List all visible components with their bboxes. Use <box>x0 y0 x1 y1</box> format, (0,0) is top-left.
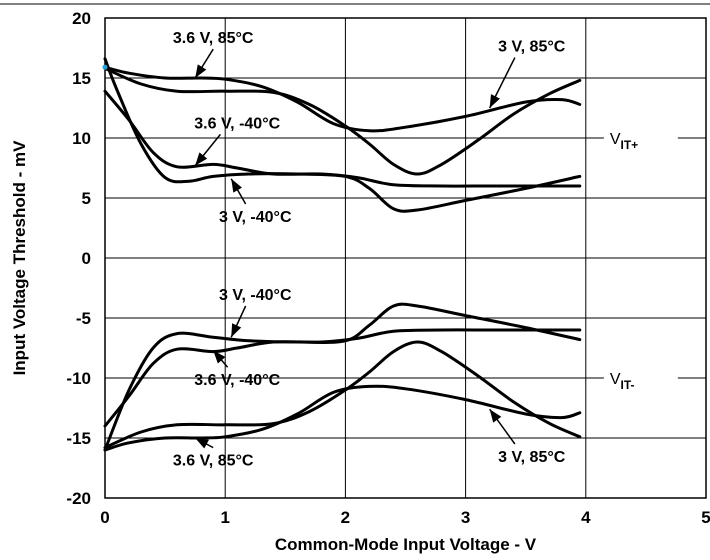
y-tick-label: 20 <box>72 9 91 28</box>
y-tick-label: 10 <box>72 129 91 148</box>
annotation-label: 3.6 V, 85°C <box>173 30 254 47</box>
side-label-sub: IT+ <box>621 138 639 152</box>
annotation-arrowhead <box>195 438 209 449</box>
y-tick-label: -10 <box>66 369 91 388</box>
annotation-arrowhead <box>489 409 502 423</box>
y-tick-label: -5 <box>76 309 91 328</box>
y-tick-label: 0 <box>82 249 91 268</box>
annotation-arrowhead <box>231 323 242 338</box>
series-line <box>103 65 582 133</box>
x-tick-label: 4 <box>581 508 591 527</box>
annotation-label: 3 V, 85°C <box>498 449 566 466</box>
series-line <box>103 384 582 452</box>
side-label-bg <box>603 364 678 392</box>
annotation-label: 3 V, -40°C <box>219 209 292 226</box>
annotation-group: 3.6 V, 85°C 3 V, 85°C 3.6 V, -40°C 3 V, -40… <box>173 30 678 470</box>
annotation-label: 3.6 V, -40°C <box>194 372 280 389</box>
y-tick-label: -15 <box>66 429 91 448</box>
annotation-label: 3 V, -40°C <box>219 287 292 304</box>
series-group <box>102 57 582 452</box>
side-label-text: VIT+ <box>610 131 638 152</box>
annotation-arrowhead <box>213 350 226 364</box>
series-line <box>103 66 582 176</box>
annotation-arrowhead <box>489 94 500 108</box>
annotation-arrowhead <box>195 152 208 166</box>
annotation-arrowhead <box>195 64 207 78</box>
y-axis-label: Input Voltage Threshold - mV <box>10 140 29 376</box>
annotation-label: 3.6 V, -40°C <box>194 115 280 132</box>
plot-frame <box>104 17 707 499</box>
side-label-bg <box>603 124 678 152</box>
start-marker <box>102 64 108 70</box>
side-label: VIT- <box>603 364 678 392</box>
side-label-main: V <box>610 371 621 388</box>
y-tick-label: 5 <box>82 189 91 208</box>
side-label-sub: IT- <box>621 378 635 392</box>
x-axis-label: Common-Mode Input Voltage - V <box>275 535 537 554</box>
x-tick-label: 3 <box>461 508 470 527</box>
series-line <box>103 340 582 450</box>
x-tick-label: 5 <box>701 508 710 527</box>
x-tick-label: 2 <box>341 508 350 527</box>
series-line <box>103 302 582 452</box>
annotation-label: 3 V, 85°C <box>498 39 566 56</box>
annotation-arrowhead <box>231 178 243 193</box>
x-tick-label: 1 <box>220 508 229 527</box>
side-label-text: VIT- <box>610 371 635 392</box>
side-label: VIT+ <box>603 124 678 152</box>
tick-labels: 0 1 2 3 4 5 20 15 10 5 0 -5 -10 -15 -20 <box>66 9 710 527</box>
side-label-main: V <box>610 131 621 148</box>
annotation-label: 3.6 V, 85°C <box>173 453 254 470</box>
series-line <box>103 328 582 428</box>
y-tick-label: 15 <box>72 69 91 88</box>
x-tick-label: 0 <box>100 508 109 527</box>
series-line <box>103 57 582 213</box>
y-tick-label: -20 <box>66 489 91 508</box>
